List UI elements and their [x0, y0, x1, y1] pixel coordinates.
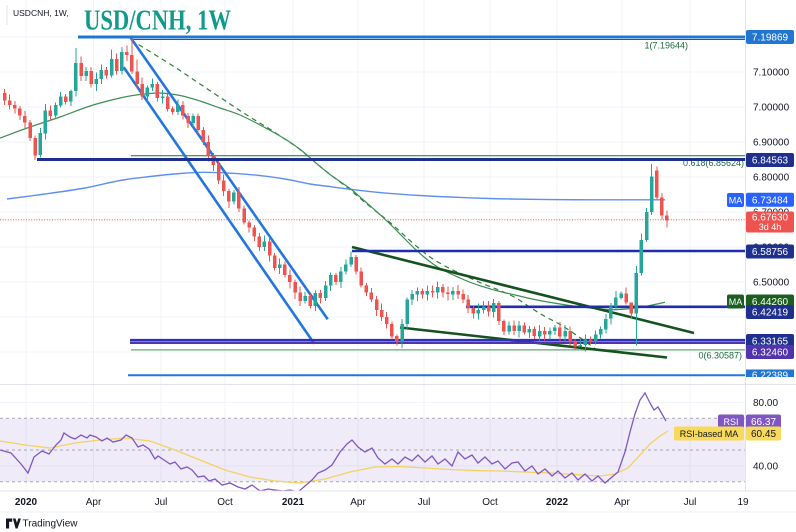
svg-text:6.33165: 6.33165 [752, 337, 789, 348]
svg-text:0.618(6.85624): 0.618(6.85624) [683, 158, 744, 168]
svg-text:RSI: RSI [723, 417, 738, 427]
svg-text:6.22389: 6.22389 [752, 371, 789, 382]
svg-text:Jul: Jul [684, 497, 697, 508]
svg-text:6.67630: 6.67630 [752, 212, 789, 223]
svg-text:6.73484: 6.73484 [752, 195, 789, 206]
svg-text:Apr: Apr [350, 497, 366, 508]
svg-text:6.90000: 6.90000 [753, 138, 790, 149]
svg-text:6.32460: 6.32460 [752, 348, 789, 359]
svg-text:6.80000: 6.80000 [753, 173, 790, 184]
svg-text:MA: MA [729, 297, 743, 307]
svg-text:USD/CNH, 1W: USD/CNH, 1W [84, 5, 231, 37]
svg-text:Apr: Apr [86, 497, 102, 508]
svg-text:0(6.30587): 0(6.30587) [698, 351, 742, 361]
svg-text:TradingView: TradingView [23, 519, 79, 530]
svg-text:2020: 2020 [15, 497, 38, 508]
svg-text:2022: 2022 [546, 497, 569, 508]
svg-text:Oct: Oct [482, 497, 498, 508]
svg-text:USDCNH, 1W,: USDCNH, 1W, [13, 8, 69, 18]
svg-text:3d 4h: 3d 4h [759, 222, 782, 232]
svg-text:19: 19 [737, 497, 749, 508]
svg-text:1(7.19644): 1(7.19644) [644, 41, 688, 51]
svg-text:Oct: Oct [217, 497, 233, 508]
svg-text:6.44260: 6.44260 [752, 297, 789, 308]
svg-text:6.50000: 6.50000 [753, 278, 790, 289]
svg-text:Apr: Apr [614, 497, 630, 508]
svg-text:40.00: 40.00 [753, 461, 778, 472]
svg-text:7.19869: 7.19869 [752, 33, 789, 44]
svg-text:6.84563: 6.84563 [752, 156, 789, 167]
svg-text:6.42419: 6.42419 [752, 308, 789, 319]
svg-text:MA: MA [729, 195, 743, 205]
svg-text:7.00000: 7.00000 [753, 103, 790, 114]
svg-text:Jul: Jul [155, 497, 168, 508]
svg-text:60.45: 60.45 [751, 429, 776, 440]
svg-text:RSI-based MA: RSI-based MA [680, 429, 739, 439]
svg-text:66.37: 66.37 [751, 417, 776, 428]
svg-text:7.10000: 7.10000 [753, 68, 790, 79]
svg-text:80.00: 80.00 [753, 398, 778, 409]
svg-text:2021: 2021 [282, 497, 305, 508]
svg-text:Jul: Jul [418, 497, 431, 508]
svg-text:6.58756: 6.58756 [752, 247, 789, 258]
